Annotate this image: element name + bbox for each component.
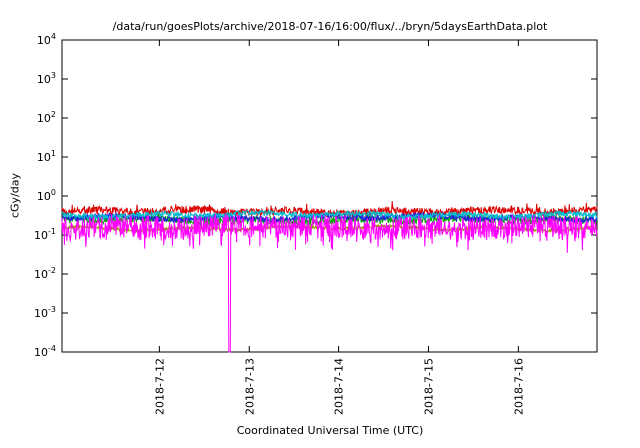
y-tick-label: 10-3 (34, 305, 56, 320)
plot-title: /data/run/goesPlots/archive/2018-07-16/1… (112, 20, 548, 33)
x-tick-label: 2018-7-14 (333, 358, 346, 415)
y-tick-label: 102 (37, 110, 56, 125)
x-tick-label: 2018-7-12 (153, 358, 166, 415)
series-cyan (61, 209, 598, 222)
x-tick-label: 2018-7-16 (512, 358, 525, 415)
plot-frame (61, 39, 598, 353)
series-magenta (61, 213, 598, 353)
y-tick-label: 104 (37, 32, 56, 47)
x-tick-label: 2018-7-13 (243, 358, 256, 415)
y-tick-label: 10-2 (34, 266, 56, 281)
y-tick-label: 101 (37, 149, 56, 164)
x-tick-label: 2018-7-15 (422, 358, 435, 415)
x-axis-label: Coordinated Universal Time (UTC) (236, 424, 424, 437)
y-tick-label: 10-1 (34, 227, 56, 242)
plot-border (61, 39, 598, 353)
y-tick-label: 100 (37, 188, 56, 203)
y-tick-label: 103 (37, 71, 56, 86)
y-tick-label: 10-4 (34, 344, 56, 359)
